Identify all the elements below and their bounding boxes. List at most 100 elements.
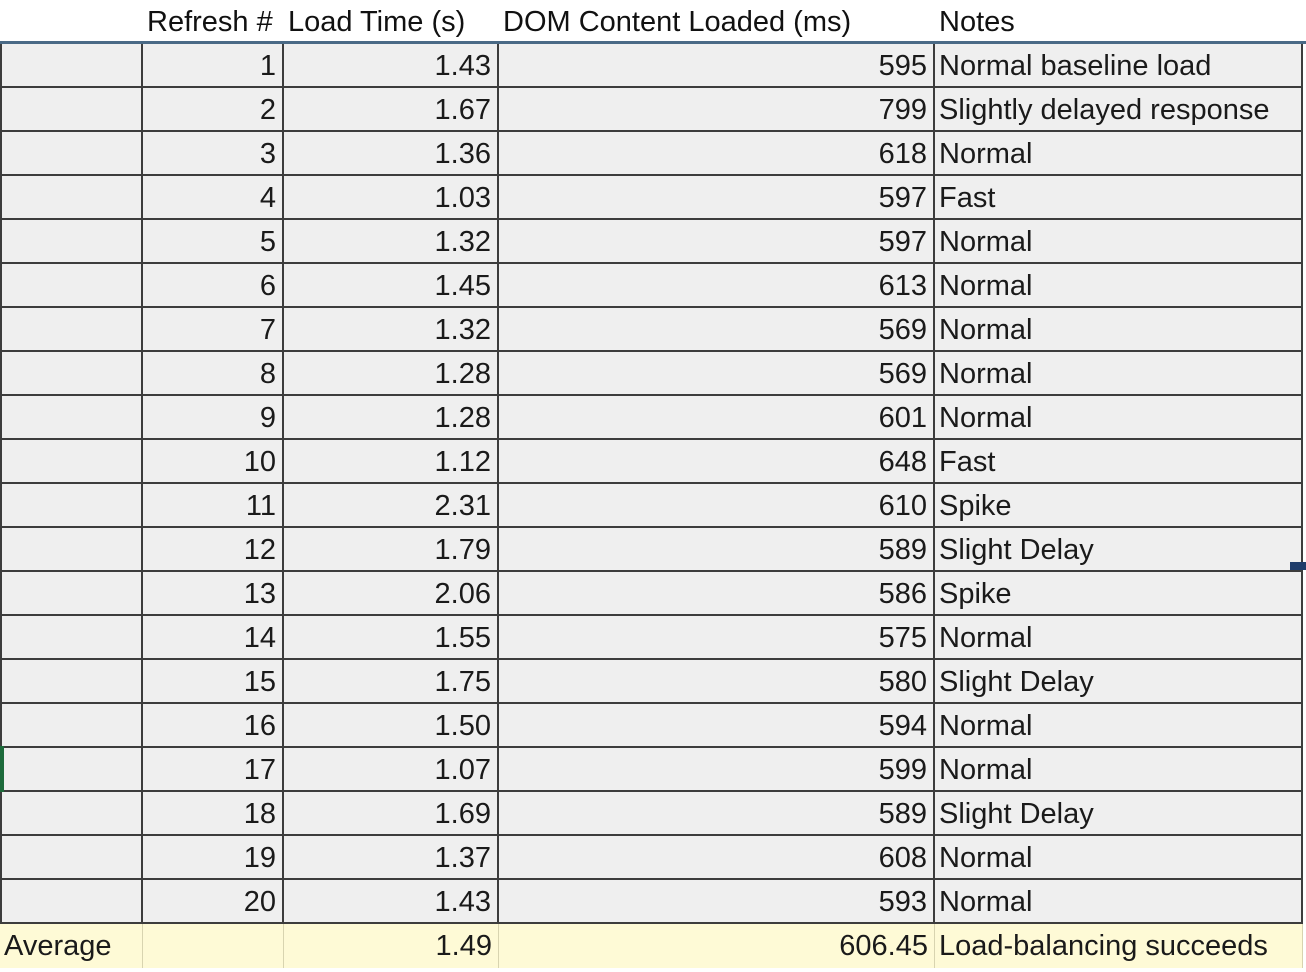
cell-blank[interactable] bbox=[0, 132, 143, 176]
cell-notes[interactable]: Slight Delay bbox=[935, 660, 1303, 704]
cell-dom-content-loaded[interactable]: 589 bbox=[499, 792, 935, 836]
cell-refresh[interactable]: 5 bbox=[143, 220, 284, 264]
cell-load-time[interactable]: 1.36 bbox=[284, 132, 499, 176]
cell-refresh[interactable]: 1 bbox=[143, 44, 284, 88]
cell-dom-content-loaded[interactable]: 608 bbox=[499, 836, 935, 880]
cell-notes[interactable]: Spike bbox=[935, 484, 1303, 528]
cell-refresh[interactable]: 16 bbox=[143, 704, 284, 748]
cell-refresh[interactable]: 13 bbox=[143, 572, 284, 616]
cell-notes[interactable]: Normal bbox=[935, 308, 1303, 352]
cell-refresh[interactable]: 15 bbox=[143, 660, 284, 704]
cell-notes[interactable]: Normal baseline load bbox=[935, 44, 1303, 88]
cell-refresh[interactable]: 18 bbox=[143, 792, 284, 836]
cell-load-time[interactable]: 1.12 bbox=[284, 440, 499, 484]
cell-notes[interactable]: Fast bbox=[935, 440, 1303, 484]
cell-dom-content-loaded[interactable]: 648 bbox=[499, 440, 935, 484]
fill-handle[interactable] bbox=[1290, 562, 1306, 570]
cell-load-time[interactable]: 2.06 bbox=[284, 572, 499, 616]
cell-dom-content-loaded[interactable]: 610 bbox=[499, 484, 935, 528]
cell-dom-content-loaded[interactable]: 597 bbox=[499, 220, 935, 264]
cell-dom-content-loaded[interactable]: 589 bbox=[499, 528, 935, 572]
cell-load-time[interactable]: 1.32 bbox=[284, 308, 499, 352]
cell-dom-content-loaded[interactable]: 586 bbox=[499, 572, 935, 616]
cell-notes[interactable]: Normal bbox=[935, 220, 1303, 264]
cell-refresh[interactable]: 7 bbox=[143, 308, 284, 352]
cell-load-time[interactable]: 1.55 bbox=[284, 616, 499, 660]
header-cell-notes[interactable]: Notes bbox=[935, 0, 1303, 44]
header-cell-blank[interactable] bbox=[0, 0, 143, 44]
cell-blank[interactable] bbox=[0, 88, 143, 132]
cell-dom-content-loaded[interactable]: 575 bbox=[499, 616, 935, 660]
cell-blank[interactable] bbox=[0, 440, 143, 484]
cell-refresh[interactable]: 9 bbox=[143, 396, 284, 440]
cell-blank[interactable] bbox=[0, 704, 143, 748]
cell-refresh[interactable]: 19 bbox=[143, 836, 284, 880]
cell-blank[interactable] bbox=[0, 660, 143, 704]
cell-load-time[interactable]: 1.69 bbox=[284, 792, 499, 836]
cell-blank[interactable] bbox=[0, 748, 143, 792]
cell-load-time[interactable]: 2.31 bbox=[284, 484, 499, 528]
cell-refresh[interactable]: 6 bbox=[143, 264, 284, 308]
cell-dom-content-loaded[interactable]: 599 bbox=[499, 748, 935, 792]
cell-dom-content-loaded[interactable]: 569 bbox=[499, 308, 935, 352]
cell-refresh[interactable]: 20 bbox=[143, 880, 284, 924]
cell-load-time[interactable]: 1.03 bbox=[284, 176, 499, 220]
cell-load-time[interactable]: 1.67 bbox=[284, 88, 499, 132]
cell-blank[interactable] bbox=[0, 880, 143, 924]
cell-notes[interactable]: Normal bbox=[935, 352, 1303, 396]
cell-dom-content-loaded[interactable]: 595 bbox=[499, 44, 935, 88]
cell-notes[interactable]: Slight Delay bbox=[935, 528, 1303, 572]
cell-load-time[interactable]: 1.43 bbox=[284, 44, 499, 88]
header-cell-load-time[interactable]: Load Time (s) bbox=[284, 0, 499, 44]
cell-dom-content-loaded[interactable]: 799 bbox=[499, 88, 935, 132]
cell-notes[interactable]: Slightly delayed response bbox=[935, 88, 1303, 132]
cell-load-time[interactable]: 1.50 bbox=[284, 704, 499, 748]
cell-load-time[interactable]: 1.32 bbox=[284, 220, 499, 264]
cell-refresh[interactable]: 8 bbox=[143, 352, 284, 396]
cell-blank[interactable] bbox=[0, 484, 143, 528]
cell-blank[interactable] bbox=[0, 220, 143, 264]
cell-dom-content-loaded[interactable]: 618 bbox=[499, 132, 935, 176]
cell-dom-content-loaded[interactable]: 569 bbox=[499, 352, 935, 396]
cell-blank[interactable] bbox=[0, 836, 143, 880]
cell-notes[interactable]: Fast bbox=[935, 176, 1303, 220]
cell-refresh[interactable]: 10 bbox=[143, 440, 284, 484]
cell-refresh[interactable]: 12 bbox=[143, 528, 284, 572]
cell-load-time[interactable]: 1.28 bbox=[284, 396, 499, 440]
cell-blank[interactable] bbox=[0, 528, 143, 572]
cell-notes[interactable]: Normal bbox=[935, 880, 1303, 924]
cell-notes[interactable]: Normal bbox=[935, 264, 1303, 308]
average-load-time-cell[interactable]: 1.49 bbox=[284, 924, 499, 968]
average-refresh-cell[interactable] bbox=[143, 924, 284, 968]
cell-blank[interactable] bbox=[0, 572, 143, 616]
cell-load-time[interactable]: 1.45 bbox=[284, 264, 499, 308]
cell-load-time[interactable]: 1.07 bbox=[284, 748, 499, 792]
cell-blank[interactable] bbox=[0, 616, 143, 660]
cell-dom-content-loaded[interactable]: 597 bbox=[499, 176, 935, 220]
average-notes-cell[interactable]: Load-balancing succeeds bbox=[935, 924, 1303, 968]
cell-refresh[interactable]: 3 bbox=[143, 132, 284, 176]
cell-refresh[interactable]: 2 bbox=[143, 88, 284, 132]
cell-load-time[interactable]: 1.79 bbox=[284, 528, 499, 572]
cell-load-time[interactable]: 1.75 bbox=[284, 660, 499, 704]
cell-dom-content-loaded[interactable]: 613 bbox=[499, 264, 935, 308]
cell-notes[interactable]: Normal bbox=[935, 132, 1303, 176]
cell-load-time[interactable]: 1.43 bbox=[284, 880, 499, 924]
cell-notes[interactable]: Spike bbox=[935, 572, 1303, 616]
cell-blank[interactable] bbox=[0, 396, 143, 440]
cell-dom-content-loaded[interactable]: 601 bbox=[499, 396, 935, 440]
cell-notes[interactable]: Normal bbox=[935, 616, 1303, 660]
cell-notes[interactable]: Slight Delay bbox=[935, 792, 1303, 836]
cell-notes[interactable]: Normal bbox=[935, 704, 1303, 748]
average-dom-content-loaded-cell[interactable]: 606.45 bbox=[499, 924, 935, 968]
cell-refresh[interactable]: 17 bbox=[143, 748, 284, 792]
header-cell-dom-content-loaded[interactable]: DOM Content Loaded (ms) bbox=[499, 0, 935, 44]
cell-refresh[interactable]: 4 bbox=[143, 176, 284, 220]
cell-dom-content-loaded[interactable]: 580 bbox=[499, 660, 935, 704]
cell-blank[interactable] bbox=[0, 176, 143, 220]
cell-blank[interactable] bbox=[0, 352, 143, 396]
cell-notes[interactable]: Normal bbox=[935, 836, 1303, 880]
cell-blank[interactable] bbox=[0, 308, 143, 352]
cell-notes[interactable]: Normal bbox=[935, 748, 1303, 792]
average-label-cell[interactable]: Average bbox=[0, 924, 143, 968]
